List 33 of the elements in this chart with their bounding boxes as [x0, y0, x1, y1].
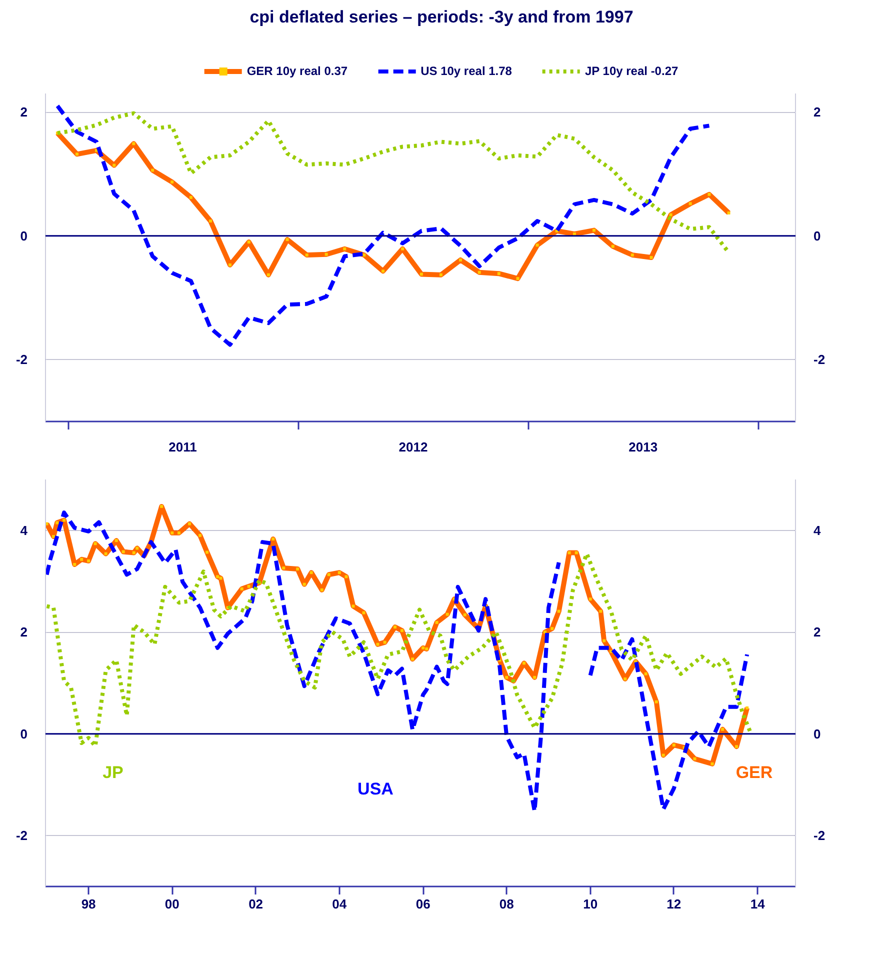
y-tick-label: -2 — [16, 828, 28, 844]
chart-title: cpi deflated series – periods: -3y and from 1997 — [250, 8, 634, 26]
y2-tick-label: 4 — [814, 522, 822, 538]
y-tick-label: 0 — [20, 726, 28, 742]
x-tick-label: 98 — [81, 896, 96, 912]
y-tick-label: -2 — [16, 352, 28, 368]
x-tick-label: 04 — [332, 896, 348, 912]
x-tick-label: 00 — [164, 896, 180, 912]
x-tick-label: 2012 — [398, 440, 428, 454]
y-tick-label: 0 — [20, 228, 28, 244]
y-tick-label: 2 — [20, 104, 28, 120]
y2-tick-label: 0 — [814, 726, 821, 742]
annotation: USA — [358, 779, 394, 798]
y2-tick-label: 2 — [814, 624, 821, 640]
legend-label: GER 10y real 0.37 — [246, 64, 348, 78]
x-tick-label: 12 — [666, 896, 682, 912]
x-tick-label: 02 — [248, 896, 264, 912]
x-tick-label: 2013 — [628, 440, 658, 454]
legend-label: JP 10y real -0.27 — [584, 64, 678, 78]
legend-label: US 10y real 1.78 — [420, 64, 512, 78]
y-tick-label: 4 — [20, 522, 28, 538]
y2-tick-label: 2 — [814, 104, 821, 120]
x-tick-label: 06 — [416, 896, 430, 912]
annotation: GER — [736, 763, 773, 782]
y-tick-label: 2 — [20, 624, 28, 640]
annotation: JP — [102, 763, 124, 782]
x-tick-label: 10 — [583, 896, 598, 912]
x-tick-label: 2011 — [168, 440, 197, 454]
x-tick-label: 14 — [750, 896, 766, 912]
y2-tick-label: -2 — [814, 352, 826, 368]
x-tick-label: 08 — [499, 896, 514, 912]
y2-tick-label: 0 — [814, 228, 821, 244]
y2-tick-label: -2 — [814, 828, 826, 844]
